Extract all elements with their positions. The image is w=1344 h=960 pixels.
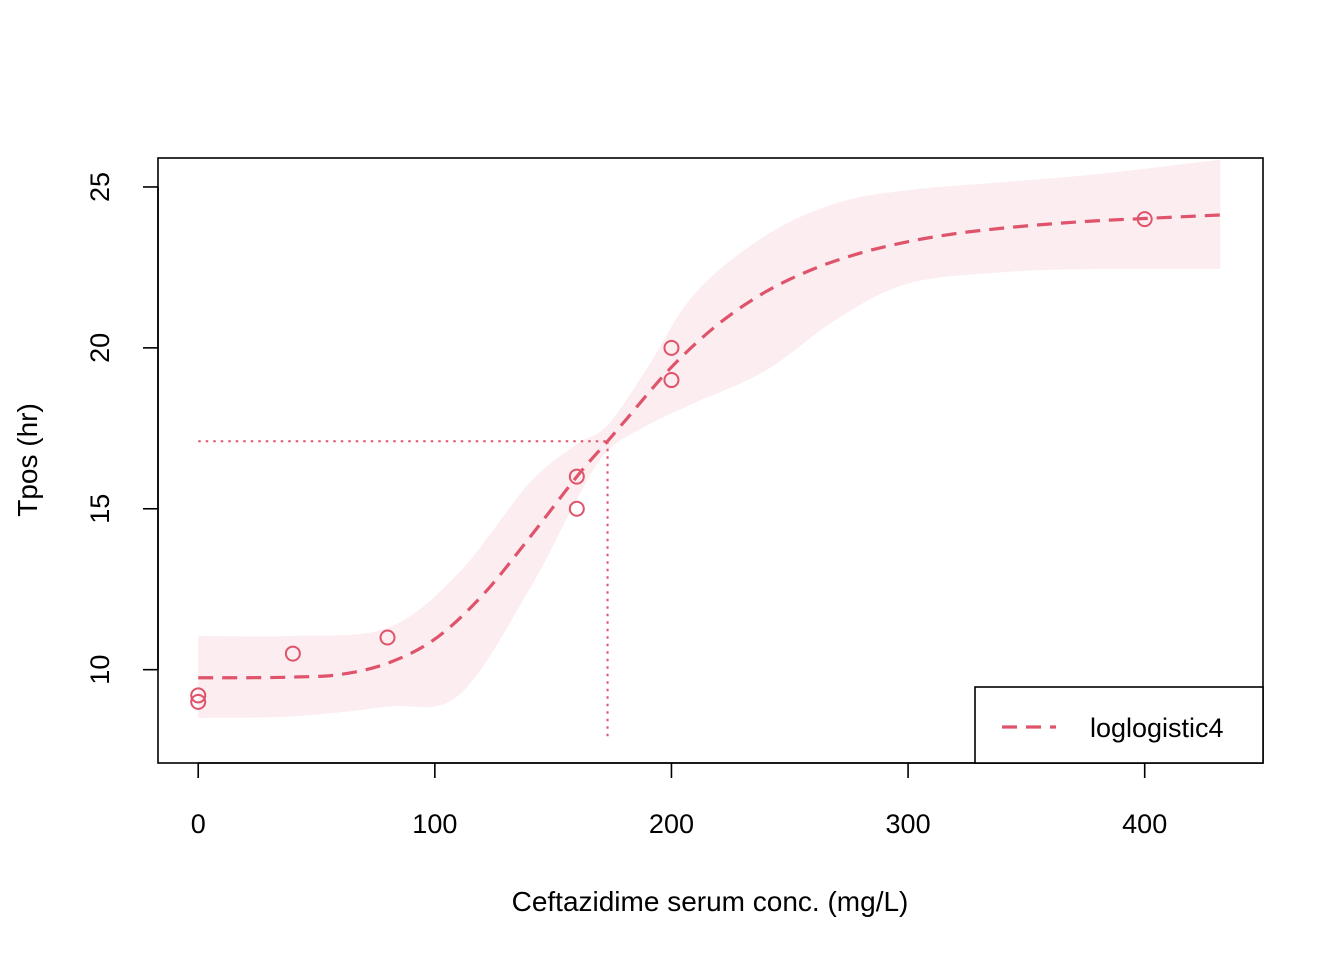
data-point	[1136, 211, 1153, 228]
fitted-curve-layer	[198, 213, 1221, 680]
fitted-curve-loglogistic4	[198, 213, 1221, 680]
legend-label-loglogistic4: loglogistic4	[1090, 713, 1224, 743]
y-tick-label: 10	[85, 655, 115, 685]
data-point	[568, 468, 585, 485]
data-point	[663, 339, 680, 356]
legend-box	[974, 686, 1264, 764]
confidence-band	[198, 159, 1221, 718]
x-axis: 0 100 200 300 400	[191, 762, 1167, 839]
x-tick-label: 100	[412, 809, 457, 839]
data-point	[190, 687, 207, 704]
x-tick-label: 0	[191, 809, 206, 839]
data-point	[568, 500, 585, 517]
x-tick-label: 200	[649, 809, 694, 839]
data-points-layer	[190, 211, 1153, 710]
x-axis-title: Ceftazidime serum conc. (mg/L)	[512, 886, 909, 917]
data-point	[190, 693, 207, 710]
y-axis: 10 15 20 25	[85, 172, 159, 685]
x-tick-label: 300	[886, 809, 931, 839]
data-point	[663, 372, 680, 389]
data-point	[284, 645, 301, 662]
legend: loglogistic4	[974, 686, 1264, 764]
y-tick-label: 25	[85, 172, 115, 202]
reference-lines-layer	[198, 440, 609, 738]
confidence-band-layer	[198, 159, 1221, 718]
y-tick-label: 15	[85, 494, 115, 524]
y-axis-title: Tpos (hr)	[12, 403, 43, 517]
x-tick-label: 400	[1122, 809, 1167, 839]
y-tick-label: 20	[85, 333, 115, 363]
data-point	[379, 629, 396, 646]
